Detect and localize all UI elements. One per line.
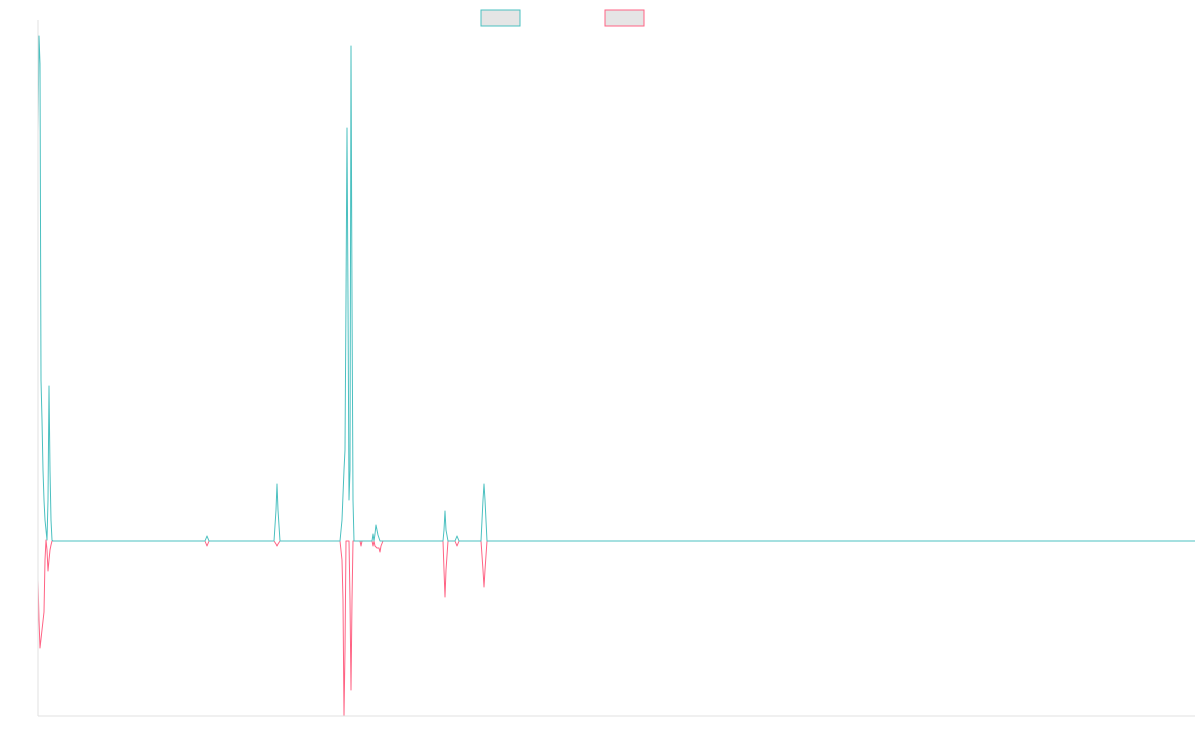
legend-swatch-pink[interactable] <box>604 9 645 27</box>
plot-area <box>37 35 1195 717</box>
axes <box>37 20 1195 717</box>
series-line-teal <box>37 35 1195 542</box>
legend-swatch-teal[interactable] <box>480 9 521 27</box>
legend <box>480 9 645 27</box>
series-line-pink <box>37 539 1195 717</box>
